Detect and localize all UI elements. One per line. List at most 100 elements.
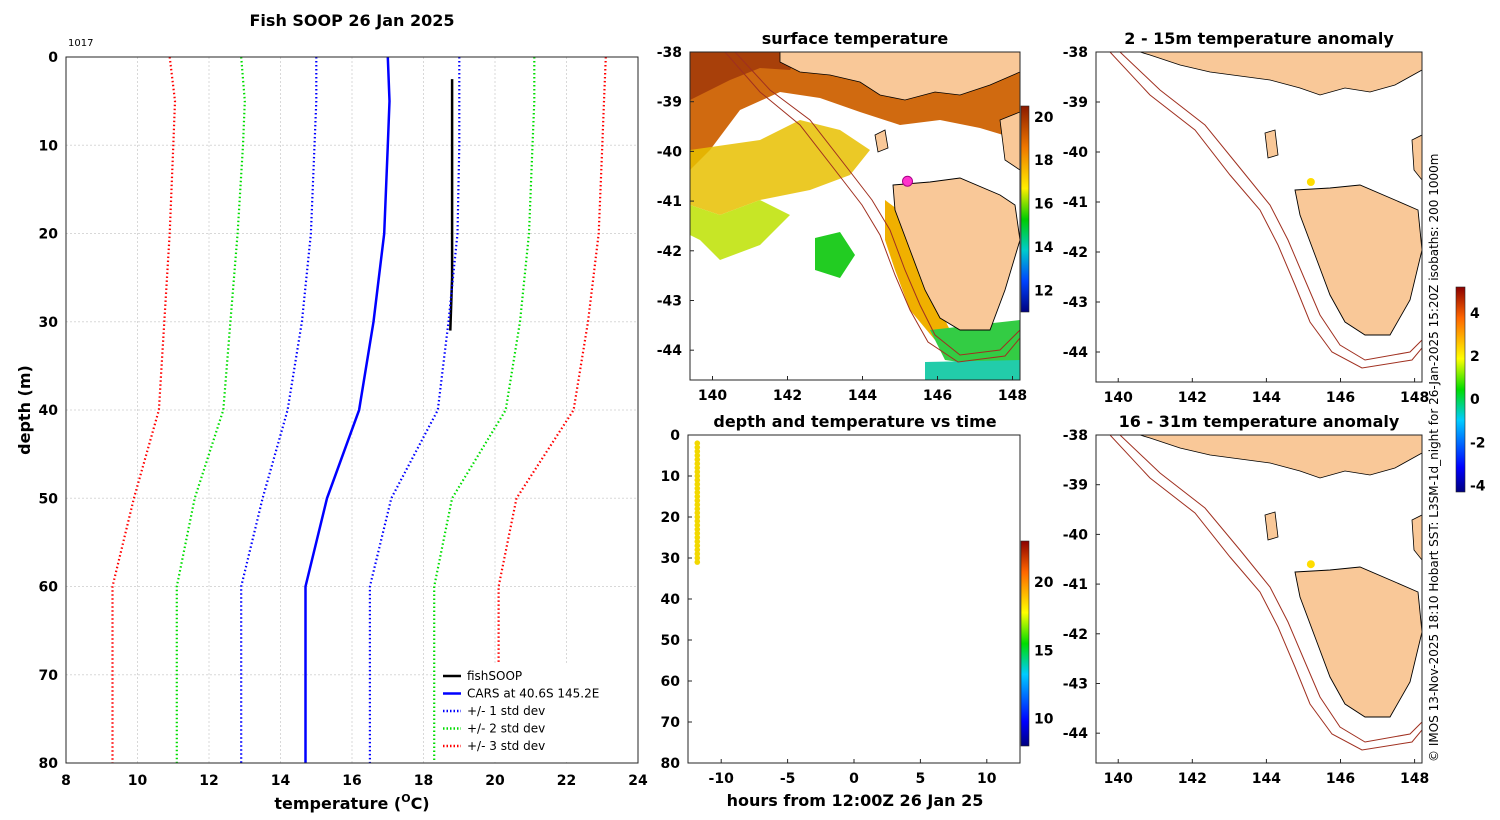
x-tick-label: 24 (628, 773, 648, 789)
y-tick-label: 40 (661, 592, 681, 608)
x-tick-label: 10 (128, 773, 148, 789)
time-point (694, 555, 701, 561)
y-tick-label: 10 (39, 138, 59, 154)
time-colorbar (1020, 540, 1030, 747)
y-tick-label: -42 (657, 244, 682, 260)
time-point (694, 551, 701, 557)
anomaly-deep-map (1096, 435, 1422, 763)
time-point (694, 506, 701, 512)
profile-axes-frame (65, 56, 639, 764)
time-ticks: -10 -5 0 5 10 0 10 20 30 40 50 60 70 80 (661, 428, 997, 787)
anomaly-shallow-isobath-1000 (1109, 52, 1422, 369)
x-tick-label: 144 (1252, 771, 1281, 787)
sst-title: surface temperature (762, 29, 949, 48)
x-tick-label: 14 (271, 773, 291, 789)
time-point (694, 493, 701, 500)
x-tick-label: 148 (1400, 771, 1429, 787)
time-point (694, 542, 701, 549)
y-tick-label: -44 (1063, 345, 1089, 361)
y-tick-label: 30 (661, 551, 681, 567)
y-tick-label: -42 (1063, 627, 1088, 643)
anomaly-deep-king-island (1264, 511, 1279, 541)
time-point (694, 460, 701, 467)
anomaly-deep-location-marker (1306, 560, 1315, 569)
anomaly-shallow-isobath-200 (1119, 52, 1422, 361)
anomaly-deep-isobath-1000 (1109, 435, 1422, 751)
sst-lime-region (690, 200, 790, 260)
y-tick-label: -43 (1063, 295, 1088, 311)
time-point (694, 501, 701, 508)
sst-isobath-200 (734, 52, 1020, 356)
anomaly-deep-title: 16 - 31m temperature anomaly (1119, 412, 1400, 431)
x-tick-label: 20 (485, 773, 505, 789)
y-tick-label: 0 (48, 50, 58, 66)
y-tick-label: 50 (661, 633, 681, 649)
y-tick-label: 70 (661, 715, 681, 731)
sst-colorbar-ticks: 12 14 16 18 20 (1034, 110, 1054, 299)
sst-mainland (779, 52, 1020, 101)
time-point (694, 477, 701, 483)
legend-label: CARS at 40.6S 145.2E (467, 687, 599, 701)
x-tick-label: 142 (1178, 390, 1207, 406)
time-point (694, 489, 701, 496)
colorbar-tick-label: -4 (1470, 479, 1486, 495)
profile-ylabel: depth (m) (15, 365, 34, 455)
anomaly-shallow-frame (1095, 51, 1423, 383)
x-tick-label: 140 (1104, 771, 1133, 787)
time-frame (687, 434, 1021, 764)
x-tick-label: 146 (923, 388, 952, 404)
time-point (694, 456, 701, 463)
x-tick-label: 142 (1178, 771, 1207, 787)
y-tick-label: -42 (1063, 245, 1088, 261)
x-tick-label: 22 (557, 773, 576, 789)
time-title: depth and temperature vs time (713, 412, 996, 431)
sst-isobath-1000 (724, 52, 1020, 363)
anomaly-deep-panel: 16 - 31m temperature anomaly 140 142 144 14… (1063, 412, 1430, 787)
profile-series (111, 56, 607, 763)
x-tick-label: 16 (342, 773, 361, 789)
y-tick-label: -40 (1063, 145, 1089, 161)
x-tick-label: 142 (773, 388, 802, 404)
anomaly-shallow-mainland (1139, 52, 1422, 96)
profile-id-label: 1017 (68, 38, 93, 49)
y-tick-label: -43 (1063, 676, 1088, 692)
series-line-1 (304, 56, 391, 763)
legend-label: +/- 2 std dev (467, 722, 545, 736)
anomaly-shallow-panel: 2 - 15m temperature anomaly 140 142 144 146… (1063, 29, 1430, 406)
x-tick-label: 146 (1326, 771, 1355, 787)
series-line-2 (240, 57, 318, 763)
y-tick-label: -39 (1063, 95, 1088, 111)
series-line-3 (175, 56, 246, 763)
time-point (694, 481, 701, 488)
time-panel: depth and temperature vs time -10 -5 0 5 10 0… (661, 412, 1054, 810)
anomaly-deep-isobath-200 (1119, 435, 1422, 743)
x-tick-label: 8 (61, 773, 71, 789)
series-line-2-upper (368, 57, 461, 763)
y-tick-label: 70 (39, 668, 59, 684)
y-tick-label: -39 (657, 95, 682, 111)
sst-green-patch (815, 232, 855, 278)
time-point (694, 497, 701, 504)
anomaly-shallow-tasmania (1294, 184, 1422, 336)
colorbar-tick-label: 0 (1470, 392, 1480, 408)
y-tick-label: 20 (661, 510, 681, 526)
time-point (694, 538, 701, 545)
time-point (694, 547, 701, 553)
time-point (694, 473, 701, 479)
x-tick-label: 148 (998, 388, 1027, 404)
sst-yellow-region (690, 120, 870, 215)
x-tick-label: 146 (1326, 390, 1355, 406)
profile-xlabel: temperature (OC) (274, 792, 429, 813)
y-tick-label: 0 (670, 428, 680, 444)
profile-legend: fishSOOP CARS at 40.6S 145.2E +/- 1 std de… (436, 664, 636, 762)
legend-label: +/- 1 std dev (467, 704, 545, 718)
x-tick-label: -5 (780, 771, 796, 787)
y-tick-label: 60 (39, 580, 59, 596)
time-point (694, 522, 701, 528)
y-tick-label: 10 (661, 469, 681, 485)
sst-east-land (999, 111, 1020, 171)
anomaly-deep-mainland (1139, 435, 1422, 479)
sst-location-marker (902, 175, 913, 187)
anomaly-shallow-east-land (1411, 134, 1422, 181)
